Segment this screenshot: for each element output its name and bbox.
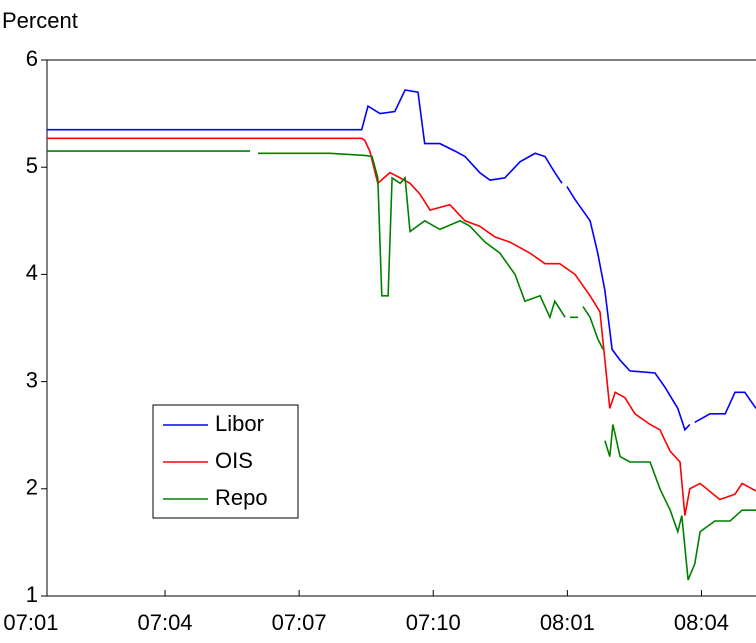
x-tick-label: 07:01 [3, 610, 58, 635]
y-tick-label: 2 [26, 475, 38, 500]
x-tick-label: 07:10 [406, 610, 461, 635]
series-line [47, 150, 756, 581]
legend-label: OIS [215, 448, 253, 473]
x-tick-label: 07:07 [272, 610, 327, 635]
x-tick-label: 08:01 [540, 610, 595, 635]
series-line [47, 89, 756, 432]
y-axis-label: Percent [2, 8, 78, 33]
series-line [47, 137, 756, 516]
x-tick-label: 08:04 [674, 610, 729, 635]
legend-label: Repo [215, 485, 268, 510]
y-tick-label: 6 [26, 46, 38, 71]
x-tick-label: 07:04 [137, 610, 192, 635]
y-tick-label: 5 [26, 153, 38, 178]
legend-label: Libor [215, 411, 264, 436]
y-tick-label: 1 [26, 582, 38, 607]
y-tick-label: 4 [26, 260, 38, 285]
y-tick-label: 3 [26, 367, 38, 392]
